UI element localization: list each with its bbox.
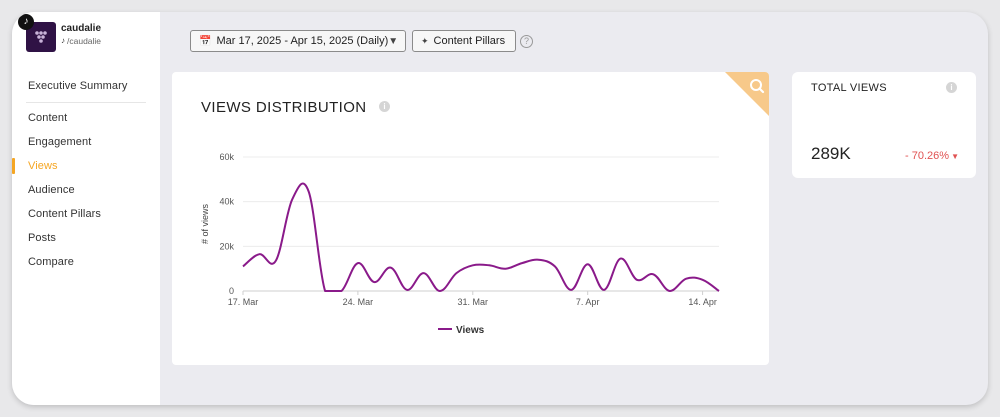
sidebar-item-views[interactable]: Views xyxy=(12,154,160,178)
sidebar-item-audience[interactable]: Audience xyxy=(28,184,75,196)
tiktok-small-icon: ♪ xyxy=(61,36,65,45)
y-tick-label: 0 xyxy=(229,286,234,296)
views-series-line xyxy=(242,182,720,292)
account-header[interactable]: ♪ caudalie ♪ /caudalie xyxy=(18,14,102,52)
stat-title: TOTAL VIEWS xyxy=(811,82,887,94)
total-views-value: 289K xyxy=(811,144,851,163)
nav-divider xyxy=(26,102,146,103)
y-tick-label: 20k xyxy=(219,241,234,251)
tiktok-icon: ♪ xyxy=(18,14,34,30)
total-views-card: TOTAL VIEWS i 289K - 70.26% ▼ xyxy=(792,72,976,178)
sidebar-item-compare[interactable]: Compare xyxy=(28,256,74,268)
sidebar-item-engagement[interactable]: Engagement xyxy=(28,136,92,148)
x-tick-label: 17. Mar xyxy=(228,297,259,307)
x-tick-label: 31. Mar xyxy=(458,297,489,307)
views-change-badge: - 70.26% ▼ xyxy=(905,150,959,162)
x-tick-label: 7. Apr xyxy=(576,297,600,307)
caret-down-icon: ▼ xyxy=(388,35,399,47)
x-tick-label: 24. Mar xyxy=(343,297,374,307)
date-range-picker[interactable]: 📅 Mar 17, 2025 - Apr 15, 2025 (Daily) ▼ xyxy=(190,30,406,52)
x-tick-label: 14. Apr xyxy=(688,297,717,307)
chart-title: VIEWS DISTRIBUTION i xyxy=(201,99,391,116)
chart-title-text: VIEWS DISTRIBUTION xyxy=(201,99,367,116)
brand-name: caudalie xyxy=(61,23,102,34)
sidebar-item-content[interactable]: Content xyxy=(28,112,68,124)
sidebar-item-content-pillars[interactable]: Content Pillars xyxy=(28,208,102,220)
trend-down-icon: ▼ xyxy=(951,152,959,161)
corner-search-icon[interactable] xyxy=(725,72,769,116)
stat-info-icon[interactable]: i xyxy=(946,82,957,93)
brand-handle-text: /caudalie xyxy=(67,36,102,46)
content-pillars-label: Content Pillars xyxy=(433,35,506,47)
calendar-icon: 📅 xyxy=(199,35,212,47)
sidebar-nav: Executive Summary Content Engagement Vie… xyxy=(12,74,160,274)
sidebar: ♪ caudalie ♪ /caudalie Executive Summary… xyxy=(12,12,160,405)
info-icon[interactable]: i xyxy=(379,101,391,113)
help-icon[interactable]: ? xyxy=(520,35,533,48)
sidebar-item-executive-summary[interactable]: Executive Summary xyxy=(28,80,128,92)
views-distribution-card: VIEWS DISTRIBUTION i 0 20k 40k 60k 17. Mar 24… xyxy=(172,72,769,365)
views-change-text: - 70.26% xyxy=(905,150,950,162)
grape-logo-icon xyxy=(35,31,47,43)
brand-handle: ♪ /caudalie xyxy=(61,35,101,47)
y-tick-label: 40k xyxy=(219,197,234,207)
date-range-label: Mar 17, 2025 - Apr 15, 2025 (Daily) xyxy=(216,35,389,47)
sparkle-icon: ✦ xyxy=(421,35,429,46)
sidebar-item-posts[interactable]: Posts xyxy=(28,232,57,244)
content-pillars-button[interactable]: ✦ Content Pillars xyxy=(412,30,516,52)
legend-label-views: Views xyxy=(456,325,485,336)
y-axis-label: # of views xyxy=(200,203,210,244)
views-line-chart: 0 20k 40k 60k 17. Mar 24. Mar 31. Mar 7. Apr 14.… xyxy=(200,152,720,336)
brand-avatar: ♪ xyxy=(18,14,56,52)
y-tick-label: 60k xyxy=(219,152,234,162)
app-window: ♪ caudalie ♪ /caudalie Executive Summary… xyxy=(12,12,988,405)
